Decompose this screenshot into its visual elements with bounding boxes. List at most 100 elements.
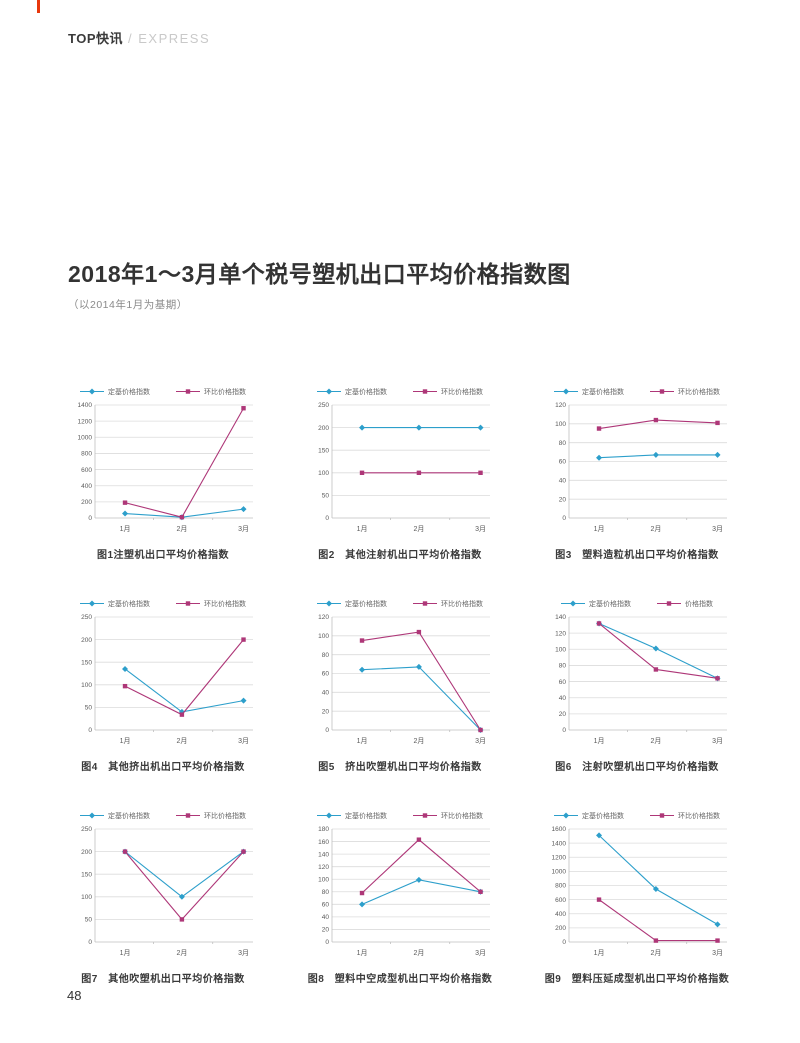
svg-text:20: 20 (322, 927, 330, 934)
legend-label: 环比价格指数 (678, 812, 720, 820)
svg-text:1月: 1月 (120, 525, 131, 533)
svg-text:1月: 1月 (357, 737, 368, 745)
svg-text:3月: 3月 (238, 949, 249, 957)
svg-text:1月: 1月 (594, 525, 605, 533)
page-footer: 48 (67, 988, 81, 1003)
svg-text:2月: 2月 (176, 525, 187, 533)
legend-item: 定基价格指数 (554, 387, 624, 397)
svg-text:2月: 2月 (413, 737, 424, 745)
legend-item: 环比价格指数 (650, 387, 720, 397)
chart-figure-8: 定基价格指数 环比价格指数 0 20 40 60 80 100 120 140 160 180 1月 2月… (305, 810, 495, 985)
svg-text:0: 0 (88, 727, 92, 734)
svg-text:200: 200 (81, 637, 92, 644)
chart-legend: 定基价格指数 价格指数 (542, 598, 732, 609)
svg-text:2月: 2月 (413, 525, 424, 533)
legend-label: 定基价格指数 (108, 388, 150, 396)
diamond-marker-icon (554, 812, 578, 819)
svg-text:0: 0 (562, 939, 566, 946)
svg-text:80: 80 (559, 440, 567, 447)
chart-caption: 图3 塑料造粒机出口平均价格指数 (555, 550, 719, 561)
chart-legend: 定基价格指数 环比价格指数 (542, 386, 732, 397)
svg-text:40: 40 (322, 914, 330, 921)
svg-text:50: 50 (322, 493, 330, 500)
svg-text:100: 100 (555, 646, 566, 653)
svg-text:800: 800 (555, 883, 566, 890)
chart-figure-6: 定基价格指数 价格指数 0 20 40 60 80 100 120 140 1月 2月 3月 图6 注射吹… (542, 598, 732, 773)
svg-text:400: 400 (81, 483, 92, 490)
svg-text:250: 250 (318, 402, 329, 409)
svg-text:80: 80 (322, 652, 330, 659)
chart-legend: 定基价格指数 环比价格指数 (305, 598, 495, 609)
legend-item: 定基价格指数 (80, 387, 150, 397)
svg-text:0: 0 (325, 939, 329, 946)
chart-plot: 0 20 40 60 80 100 120 140 1月 2月 3月 (555, 614, 727, 745)
svg-text:60: 60 (559, 679, 567, 686)
svg-text:1400: 1400 (552, 840, 567, 847)
svg-text:20: 20 (559, 711, 567, 718)
legend-label: 环比价格指数 (204, 812, 246, 820)
svg-text:100: 100 (318, 470, 329, 477)
legend-label: 环比价格指数 (441, 388, 483, 396)
legend-item: 定基价格指数 (561, 599, 631, 609)
brand-suffix-text: / EXPRESS (128, 31, 211, 46)
svg-text:0: 0 (88, 515, 92, 522)
svg-text:1000: 1000 (78, 434, 93, 441)
diamond-marker-icon (317, 812, 341, 819)
square-marker-icon (650, 813, 674, 818)
legend-item: 环比价格指数 (413, 599, 483, 609)
page-subtitle: （以2014年1月为基期） (68, 299, 188, 311)
svg-text:2月: 2月 (650, 525, 661, 533)
legend-item: 环比价格指数 (176, 811, 246, 821)
svg-text:3月: 3月 (712, 737, 723, 745)
diamond-marker-icon (317, 388, 341, 395)
svg-text:3月: 3月 (238, 525, 249, 533)
legend-item: 定基价格指数 (554, 811, 624, 821)
chart-legend: 定基价格指数 环比价格指数 (68, 810, 258, 821)
svg-text:120: 120 (555, 402, 566, 409)
chart-caption: 图4 其他挤出机出口平均价格指数 (81, 762, 245, 773)
svg-text:180: 180 (318, 826, 329, 833)
chart-plot: 0 50 100 150 200 250 1月 2月 3月 (81, 614, 253, 745)
svg-text:800: 800 (81, 451, 92, 458)
svg-text:1月: 1月 (594, 949, 605, 957)
svg-text:400: 400 (555, 911, 566, 918)
svg-text:3月: 3月 (475, 949, 486, 957)
svg-text:200: 200 (81, 499, 92, 506)
svg-text:80: 80 (559, 663, 567, 670)
legend-label: 定基价格指数 (582, 812, 624, 820)
square-marker-icon (176, 813, 200, 818)
svg-text:60: 60 (322, 902, 330, 909)
chart-plot: 0 20 40 60 80 100 120 1月 2月 3月 (555, 402, 727, 533)
legend-item: 环比价格指数 (650, 811, 720, 821)
legend-label: 环比价格指数 (678, 388, 720, 396)
legend-label: 定基价格指数 (108, 812, 150, 820)
chart-legend: 定基价格指数 环比价格指数 (542, 810, 732, 821)
legend-item: 定基价格指数 (80, 811, 150, 821)
svg-text:1月: 1月 (357, 949, 368, 957)
legend-item: 环比价格指数 (413, 811, 483, 821)
diamond-marker-icon (561, 600, 585, 607)
chart-plot: 0 20 40 60 80 100 120 1月 2月 3月 (318, 614, 490, 745)
svg-text:3月: 3月 (712, 949, 723, 957)
svg-text:150: 150 (81, 659, 92, 666)
legend-item: 定基价格指数 (80, 599, 150, 609)
legend-item: 环比价格指数 (413, 387, 483, 397)
legend-label: 定基价格指数 (582, 388, 624, 396)
svg-text:60: 60 (559, 459, 567, 466)
diamond-marker-icon (80, 388, 104, 395)
svg-text:3月: 3月 (238, 737, 249, 745)
legend-label: 价格指数 (685, 600, 713, 608)
svg-text:2月: 2月 (413, 949, 424, 957)
svg-text:100: 100 (318, 633, 329, 640)
svg-text:1600: 1600 (552, 826, 567, 833)
svg-text:40: 40 (559, 478, 567, 485)
chart-caption: 图7 其他吹塑机出口平均价格指数 (81, 974, 245, 985)
title-block: 2018年1～3月单个税号塑机出口平均价格指数图 （以2014年1月为基期） (68, 255, 571, 312)
svg-text:200: 200 (318, 425, 329, 432)
diamond-marker-icon (80, 600, 104, 607)
legend-item: 定基价格指数 (317, 387, 387, 397)
legend-item: 环比价格指数 (176, 599, 246, 609)
page-header: TOP快讯 / EXPRESS (68, 28, 210, 47)
chart-caption: 图5 挤出吹塑机出口平均价格指数 (318, 762, 482, 773)
chart-legend: 定基价格指数 环比价格指数 (68, 386, 258, 397)
